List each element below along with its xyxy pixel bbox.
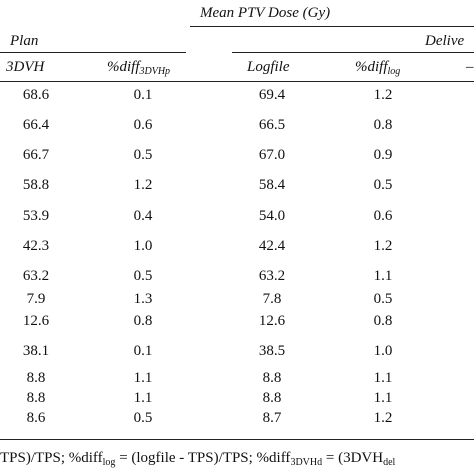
cell-logfile: 42.4 <box>258 238 286 254</box>
plan-header: Plan <box>10 33 39 49</box>
cell-diff-3dvhp: 0.1 <box>133 343 153 359</box>
col-header-diff-3dvhp: %diff3DVHp <box>107 59 170 77</box>
cell-diff-log: 0.5 <box>373 177 393 193</box>
footnote-part3: = (3DVH <box>322 450 384 466</box>
cell-logfile: 38.5 <box>258 343 286 359</box>
cell-diff-3dvhp: 0.8 <box>133 313 153 329</box>
cell-diff-3dvhp: 1.3 <box>133 291 153 307</box>
cell-logfile: 66.5 <box>258 117 286 133</box>
cell-plan-3dvh: 66.7 <box>22 147 50 163</box>
cell-plan-3dvh: 7.9 <box>26 291 46 307</box>
col-header-diff-3dvhp-prefix: %diff <box>107 59 140 75</box>
cell-diff-log: 1.1 <box>373 268 393 284</box>
cell-diff-log: 0.6 <box>373 208 393 224</box>
cell-diff-log: 1.1 <box>373 390 393 406</box>
cell-plan-3dvh: 12.6 <box>22 313 50 329</box>
delivered-header: Delive <box>425 33 465 49</box>
col-header-logfile: Logfile <box>247 59 290 75</box>
group-header: Mean PTV Dose (Gy) <box>200 5 331 21</box>
cell-logfile: 69.4 <box>258 87 286 103</box>
cell-diff-3dvhp: 1.2 <box>133 177 153 193</box>
footnote-sub2: 3DVHd <box>290 457 323 468</box>
cell-plan-3dvh: 8.8 <box>26 390 46 406</box>
cell-plan-3dvh: 68.6 <box>22 87 50 103</box>
cell-logfile: 12.6 <box>258 313 286 329</box>
cell-plan-3dvh: 66.4 <box>22 117 50 133</box>
col-header-trailing: – <box>466 59 474 75</box>
cell-logfile: 67.0 <box>258 147 286 163</box>
cell-logfile: 8.7 <box>262 410 282 426</box>
delivered-subrule <box>232 52 474 53</box>
cell-diff-log: 1.2 <box>373 238 393 254</box>
cell-diff-log: 1.2 <box>373 410 393 426</box>
cell-diff-3dvhp: 0.4 <box>133 208 153 224</box>
footnote-part2: = (logfile - TPS)/TPS; %diff <box>115 450 291 466</box>
cell-plan-3dvh: 63.2 <box>22 268 50 284</box>
cell-diff-log: 0.9 <box>373 147 393 163</box>
cell-plan-3dvh: 8.8 <box>26 370 46 386</box>
cell-plan-3dvh: 58.8 <box>22 177 50 193</box>
cell-diff-3dvhp: 1.0 <box>133 238 153 254</box>
header-rule-top <box>190 26 474 27</box>
table-rule-bottom <box>0 439 474 440</box>
cell-logfile: 54.0 <box>258 208 286 224</box>
cell-logfile: 63.2 <box>258 268 286 284</box>
cell-diff-3dvhp: 0.1 <box>133 87 153 103</box>
cell-logfile: 8.8 <box>262 390 282 406</box>
plan-subrule <box>0 52 186 53</box>
cell-logfile: 58.4 <box>258 177 286 193</box>
footnote-sub1: log <box>102 457 116 468</box>
col-header-diff-log-sub: log <box>387 66 401 77</box>
cell-plan-3dvh: 38.1 <box>22 343 50 359</box>
cell-logfile: 8.8 <box>262 370 282 386</box>
footnote-sub3: del <box>383 457 396 468</box>
cell-logfile: 7.8 <box>262 291 282 307</box>
cell-diff-log: 1.1 <box>373 370 393 386</box>
col-header-diff-log: %difflog <box>355 59 400 77</box>
cell-diff-3dvhp: 0.5 <box>133 268 153 284</box>
cell-plan-3dvh: 42.3 <box>22 238 50 254</box>
header-rule-bottom <box>0 81 474 82</box>
cell-diff-3dvhp: 1.1 <box>133 390 153 406</box>
col-header-diff-3dvhp-sub: 3DVHp <box>139 66 171 77</box>
cell-diff-log: 1.2 <box>373 87 393 103</box>
cell-diff-log: 0.8 <box>373 117 393 133</box>
cell-diff-log: 0.5 <box>373 291 393 307</box>
col-header-diff-log-prefix: %diff <box>355 59 388 75</box>
cell-diff-log: 1.0 <box>373 343 393 359</box>
footnote-part1: TPS)/TPS; %diff <box>0 450 103 466</box>
cell-diff-3dvhp: 1.1 <box>133 370 153 386</box>
cell-plan-3dvh: 8.6 <box>26 410 46 426</box>
footnote: TPS)/TPS; %difflog = (logfile - TPS)/TPS… <box>0 450 395 468</box>
cell-diff-3dvhp: 0.5 <box>133 410 153 426</box>
col-header-3dvh: 3DVH <box>6 59 45 75</box>
cell-diff-3dvhp: 0.5 <box>133 147 153 163</box>
cell-diff-3dvhp: 0.6 <box>133 117 153 133</box>
cell-diff-log: 0.8 <box>373 313 393 329</box>
cell-plan-3dvh: 53.9 <box>22 208 50 224</box>
